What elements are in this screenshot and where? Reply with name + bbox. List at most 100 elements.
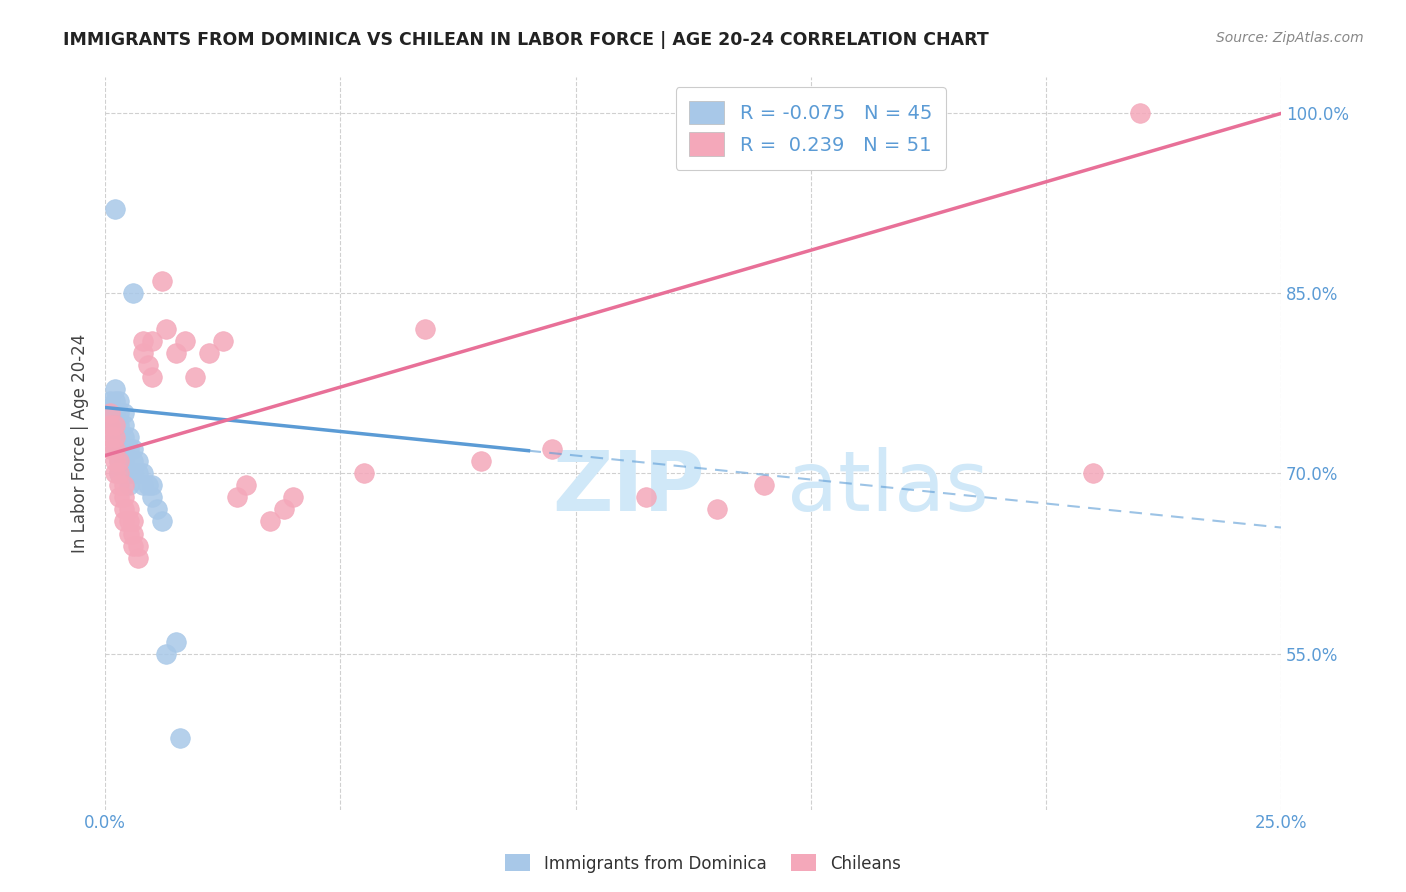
Point	[1081, 467, 1104, 481]
Point	[98, 401, 121, 415]
Point	[353, 467, 375, 481]
Point	[104, 442, 127, 457]
Point	[104, 467, 127, 481]
Point	[108, 418, 131, 433]
Point	[225, 491, 247, 505]
Point	[122, 454, 145, 468]
Text: atlas: atlas	[787, 447, 988, 528]
Point	[141, 370, 163, 384]
Point	[1129, 106, 1152, 120]
Point	[108, 491, 131, 505]
Point	[155, 647, 177, 661]
Point	[235, 478, 257, 492]
Point	[118, 430, 141, 444]
Point	[141, 478, 163, 492]
Point	[127, 550, 149, 565]
Point	[98, 407, 121, 421]
Point	[112, 407, 135, 421]
Point	[150, 275, 173, 289]
Point	[98, 430, 121, 444]
Point	[132, 346, 155, 360]
Point	[283, 491, 305, 505]
Point	[104, 202, 127, 217]
Point	[118, 442, 141, 457]
Point	[122, 286, 145, 301]
Point	[122, 467, 145, 481]
Point	[211, 334, 233, 349]
Point	[174, 334, 197, 349]
Point	[108, 467, 131, 481]
Point	[122, 526, 145, 541]
Point	[541, 442, 564, 457]
Point	[132, 478, 155, 492]
Point	[259, 515, 281, 529]
Legend: R = -0.075   N = 45, R =  0.239   N = 51: R = -0.075 N = 45, R = 0.239 N = 51	[676, 87, 946, 169]
Point	[112, 478, 135, 492]
Point	[155, 322, 177, 336]
Point	[127, 539, 149, 553]
Point	[98, 394, 121, 409]
Point	[165, 346, 187, 360]
Point	[108, 467, 131, 481]
Point	[136, 359, 159, 373]
Point	[136, 478, 159, 492]
Point	[752, 478, 775, 492]
Point	[112, 442, 135, 457]
Point	[132, 467, 155, 481]
Point	[108, 478, 131, 492]
Point	[98, 442, 121, 457]
Point	[112, 491, 135, 505]
Point	[108, 442, 131, 457]
Point	[127, 454, 149, 468]
Point	[118, 478, 141, 492]
Text: IMMIGRANTS FROM DOMINICA VS CHILEAN IN LABOR FORCE | AGE 20-24 CORRELATION CHART: IMMIGRANTS FROM DOMINICA VS CHILEAN IN L…	[63, 31, 988, 49]
Point	[108, 407, 131, 421]
Point	[98, 418, 121, 433]
Point	[104, 442, 127, 457]
Point	[118, 467, 141, 481]
Y-axis label: In Labor Force | Age 20-24: In Labor Force | Age 20-24	[72, 334, 89, 553]
Point	[141, 334, 163, 349]
Point	[122, 515, 145, 529]
Point	[112, 467, 135, 481]
Point	[104, 383, 127, 397]
Point	[112, 502, 135, 516]
Point	[104, 394, 127, 409]
Point	[112, 515, 135, 529]
Point	[146, 502, 169, 516]
Point	[118, 502, 141, 516]
Point	[98, 412, 121, 426]
Point	[108, 454, 131, 468]
Legend: Immigrants from Dominica, Chileans: Immigrants from Dominica, Chileans	[499, 847, 907, 880]
Point	[112, 430, 135, 444]
Point	[634, 491, 657, 505]
Point	[122, 442, 145, 457]
Point	[165, 634, 187, 648]
Point	[104, 454, 127, 468]
Point	[104, 407, 127, 421]
Point	[132, 334, 155, 349]
Point	[413, 322, 436, 336]
Point	[112, 418, 135, 433]
Point	[706, 502, 728, 516]
Text: ZIP: ZIP	[553, 447, 704, 528]
Point	[118, 515, 141, 529]
Point	[108, 454, 131, 468]
Point	[122, 539, 145, 553]
Point	[104, 418, 127, 433]
Point	[104, 430, 127, 444]
Text: Source: ZipAtlas.com: Source: ZipAtlas.com	[1216, 31, 1364, 45]
Point	[108, 394, 131, 409]
Point	[183, 370, 205, 384]
Point	[108, 430, 131, 444]
Point	[104, 430, 127, 444]
Point	[112, 454, 135, 468]
Point	[118, 526, 141, 541]
Point	[169, 731, 191, 745]
Point	[98, 407, 121, 421]
Point	[150, 515, 173, 529]
Point	[197, 346, 219, 360]
Point	[470, 454, 492, 468]
Point	[104, 418, 127, 433]
Point	[273, 502, 295, 516]
